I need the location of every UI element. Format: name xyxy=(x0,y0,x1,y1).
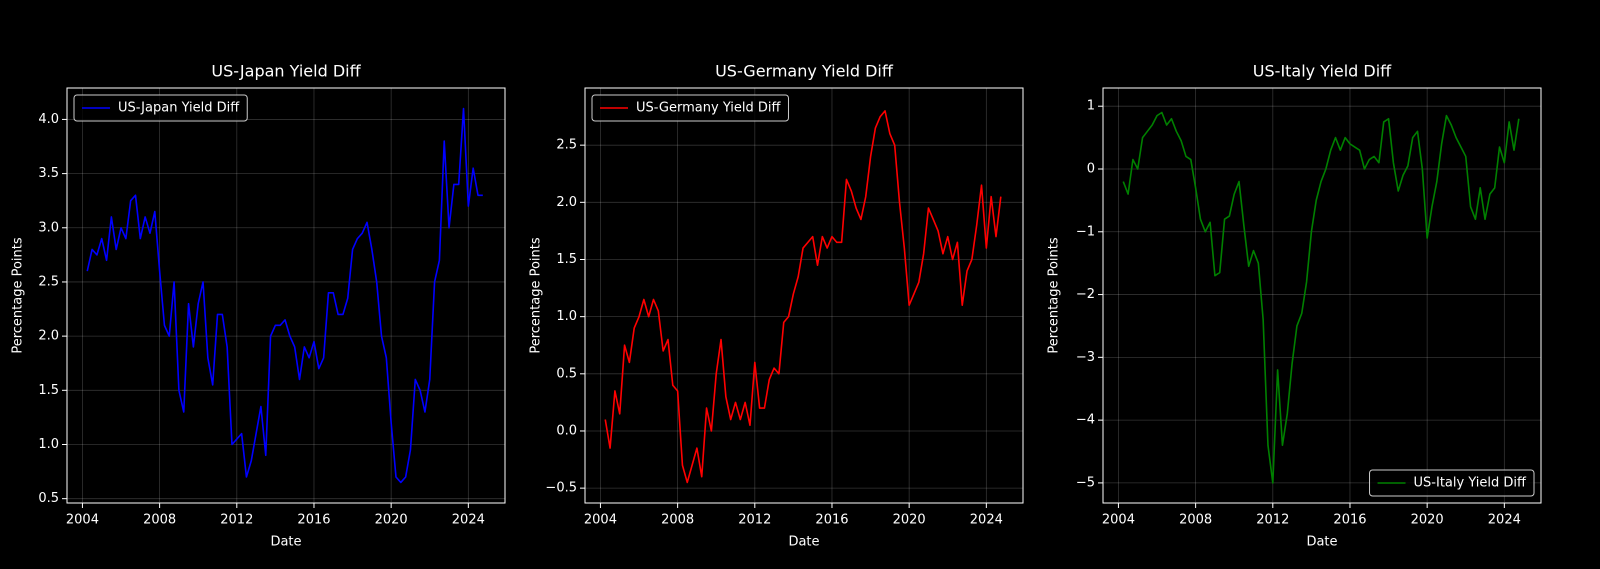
x-tick-label: 2004 xyxy=(584,513,617,528)
x-tick-label: 2004 xyxy=(66,513,99,528)
y-tick-label: 3.5 xyxy=(38,166,59,181)
y-tick-label: −1 xyxy=(1076,224,1095,239)
y-tick-label: 0 xyxy=(1087,161,1095,176)
axes-frame xyxy=(584,87,1024,504)
y-tick-label: 0.0 xyxy=(556,423,577,438)
chart-title: US-Italy Yield Diff xyxy=(1253,62,1392,81)
x-tick-label: 2024 xyxy=(452,513,485,528)
y-tick-label: −4 xyxy=(1076,413,1095,428)
axes-frame xyxy=(1102,87,1542,504)
y-axis-label: Percentage Points xyxy=(1047,237,1062,354)
x-tick-label: 2004 xyxy=(1102,513,1135,528)
y-tick-label: 2.5 xyxy=(556,138,577,153)
x-tick-label: 2012 xyxy=(220,513,253,528)
x-tick-label: 2024 xyxy=(970,513,1003,528)
legend-label: US-Italy Yield Diff xyxy=(1414,476,1527,491)
x-tick-label: 2020 xyxy=(375,513,408,528)
legend-frame xyxy=(591,94,789,122)
legend-label: US-Japan Yield Diff xyxy=(118,101,240,116)
y-tick-label: 3.0 xyxy=(38,220,59,235)
y-tick-label: 4.0 xyxy=(38,112,59,127)
y-axis-label: Percentage Points xyxy=(529,237,544,354)
x-tick-label: 2008 xyxy=(143,513,176,528)
legend-frame xyxy=(1369,469,1535,497)
y-tick-label: 0.5 xyxy=(38,491,59,506)
x-axis-label: Date xyxy=(270,535,301,550)
y-axis-label: Percentage Points xyxy=(11,237,26,354)
y-tick-label: 1.5 xyxy=(556,252,577,267)
chart-title: US-Japan Yield Diff xyxy=(211,62,361,81)
x-tick-label: 2020 xyxy=(893,513,926,528)
y-tick-label: 2.5 xyxy=(38,274,59,289)
x-axis-label: Date xyxy=(1306,535,1337,550)
x-tick-label: 2020 xyxy=(1411,513,1444,528)
y-tick-label: 2.0 xyxy=(556,195,577,210)
axes-frame xyxy=(66,87,506,504)
chart-title: US-Germany Yield Diff xyxy=(715,62,894,81)
x-tick-label: 2008 xyxy=(661,513,694,528)
y-tick-label: −0.5 xyxy=(545,481,577,496)
data-line xyxy=(86,107,483,484)
x-tick-label: 2016 xyxy=(1333,513,1366,528)
legend: US-Japan Yield Diff xyxy=(73,94,248,122)
y-tick-label: −5 xyxy=(1076,475,1095,490)
x-tick-label: 2008 xyxy=(1179,513,1212,528)
y-tick-label: 1.5 xyxy=(38,383,59,398)
y-tick-label: 2.0 xyxy=(38,329,59,344)
x-tick-label: 2012 xyxy=(1256,513,1289,528)
y-tick-label: −2 xyxy=(1076,287,1095,302)
y-tick-label: 1.0 xyxy=(556,309,577,324)
x-tick-label: 2016 xyxy=(297,513,330,528)
y-tick-label: 1.0 xyxy=(38,437,59,452)
y-tick-label: 1 xyxy=(1087,99,1095,114)
data-line xyxy=(1122,111,1520,484)
x-tick-label: 2024 xyxy=(1488,513,1521,528)
legend-label: US-Germany Yield Diff xyxy=(636,101,782,116)
x-tick-label: 2016 xyxy=(815,513,848,528)
legend: US-Germany Yield Diff xyxy=(591,94,789,122)
y-tick-label: 0.5 xyxy=(556,366,577,381)
legend: US-Italy Yield Diff xyxy=(1369,469,1535,497)
y-tick-label: −3 xyxy=(1076,350,1095,365)
x-axis-label: Date xyxy=(788,535,819,550)
legend-frame xyxy=(73,94,248,122)
x-tick-label: 2012 xyxy=(738,513,771,528)
data-line xyxy=(604,110,1002,484)
